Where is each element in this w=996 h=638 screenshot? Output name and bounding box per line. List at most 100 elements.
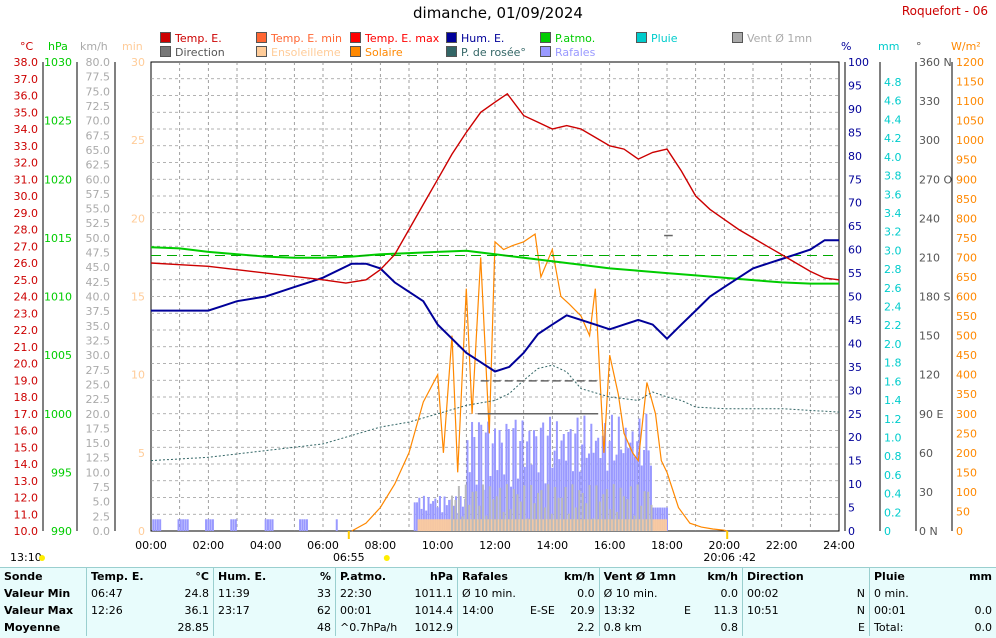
pressure-tick: 1025 [44,115,72,128]
temp-tick: 33.0 [14,140,39,153]
temp-time: 12:26 [86,602,155,619]
wind-tick: 12.5 [86,452,111,465]
dir-time: 10:51 [741,602,833,619]
wind-tick: 42.5 [86,276,111,289]
temp-tick: 31.0 [14,173,39,186]
legend-item: P.atmo. [540,32,595,45]
humidity-tick: 0 [848,525,855,538]
time-tick: 10:00 [422,539,454,552]
rain-tick: 0.2 [884,506,902,519]
humidity-tick: 35 [848,361,862,374]
legend-label: Temp. E. max [365,32,440,45]
pressure-series [150,246,839,285]
legend-swatch [256,46,267,57]
pressure-tick: 1020 [44,173,72,186]
station-name[interactable]: Roquefort - 06 [901,4,988,18]
humidity-tick: 50 [848,291,862,304]
legend-item: P. de rosée° [446,46,526,59]
sun-extra-label: :42 [738,551,756,564]
solar-tick: 550 [956,310,977,323]
time-tick: 22:00 [766,539,798,552]
temp-tick: 17.0 [14,408,39,421]
solar-tick: 850 [956,193,977,206]
wind-tick: 65.0 [86,144,111,157]
humidity-tick: 45 [848,314,862,327]
minutes-tick: 25 [131,134,145,147]
rain-tick: 4.8 [884,76,902,89]
moonrise-label: 13:10 [10,551,42,564]
solar-tick: 700 [956,251,977,264]
solar-tick: 1100 [956,95,984,108]
humidity-tick: 70 [848,197,862,210]
solar-tick: 1000 [956,134,984,147]
hum-value: 62 [317,604,331,617]
pressure-tick: 990 [51,525,72,538]
humidity-tick: 75 [848,173,862,186]
rain-tick: 1.2 [884,413,902,426]
wind-tick: 72.5 [86,100,111,113]
rafales-dir [526,585,562,602]
temp-value: 36.1 [184,604,210,617]
rafales-time [457,619,526,636]
hdr-pluie-unit: mm [969,570,992,583]
rain-tick: 2.0 [884,338,902,351]
temp-value: 24.8 [184,587,210,600]
minutes-tick: 30 [131,56,145,69]
pressure-unit: hPa [48,40,68,53]
legend-item: Vent Ø 1mn [732,32,812,45]
vent-value: 11.3 [713,604,738,617]
rain-tick: 4.2 [884,132,902,145]
wind-tick: 37.5 [86,305,111,318]
solar-series [351,232,728,532]
rain-tick: 2.2 [884,319,902,332]
minutes-unit: min [122,40,143,53]
temp-tick: 22.0 [14,324,39,337]
vent-time: Ø 10 min. [598,585,681,602]
pa-time: 22:30 [335,585,404,602]
dir-time: 00:02 [741,585,833,602]
legend-label: Temp. E. [175,32,222,45]
legend-item: Solaire [350,46,403,59]
rafales-dir [526,619,562,636]
legend-item: Temp. E. min [256,32,342,45]
temp-tick: 28.0 [14,224,39,237]
temp-tick: 13.0 [14,475,39,488]
hdr-vent-unit: km/h [707,570,738,583]
solar-tick: 600 [956,291,977,304]
wind-tick: 57.5 [86,188,111,201]
hdr-pa: P.atmo. [335,568,404,585]
temperature-series [150,92,840,284]
direction-tick: 90 E [919,408,943,421]
time-tick: 02:00 [192,539,224,552]
pressure-tick: 995 [51,466,72,479]
solar-tick: 150 [956,466,977,479]
direction-tick: 210 [919,251,940,264]
direction-tick: 60 [919,447,933,460]
legend-swatch [540,46,551,57]
direction-tick: 300 [919,134,940,147]
dewpoint-series [150,364,840,462]
solar-tick: 1050 [956,115,984,128]
hdr-hum-unit: % [319,570,331,583]
humidity-tick: 20 [848,431,862,444]
direction-tick: 150 [919,330,940,343]
direction-tick: 270 O [919,173,952,186]
temp-tick: 19.0 [14,374,39,387]
temp-tick: 20.0 [14,358,39,371]
minutes-tick: 0 [138,525,145,538]
direction-tick: 240 [919,212,940,225]
time-tick: 06:00 [307,539,339,552]
humidity-tick: 5 [848,502,855,515]
legend-label: Vent Ø 1mn [747,32,813,45]
pluie-time: Total: [869,619,938,636]
pressure-tick: 1010 [44,291,72,304]
dir-value: N [856,587,865,600]
hdr-temp-unit: °C [195,570,209,583]
rain-tick: 0.4 [884,488,902,501]
hdr-rafales-unit: km/h [563,570,595,583]
wind-tick: 5.0 [93,496,111,509]
solar-tick: 300 [956,408,977,421]
temp-tick: 30.0 [14,190,39,203]
wind-tick: 77.5 [86,71,111,84]
legend-label: Direction [175,46,225,59]
